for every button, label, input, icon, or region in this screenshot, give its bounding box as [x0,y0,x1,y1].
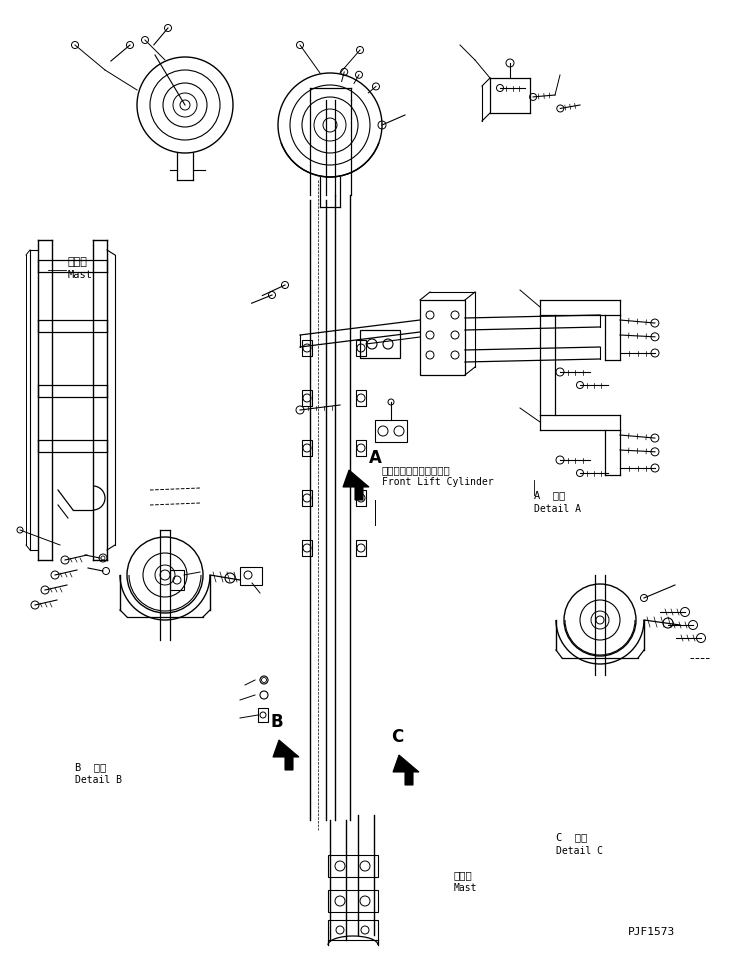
Text: Mast: Mast [68,270,93,280]
Bar [356,540,366,556]
Bar [302,490,312,506]
Bar [356,340,366,356]
Bar [328,890,378,912]
Bar [360,330,400,358]
Text: B: B [271,713,283,731]
Bar [258,708,268,722]
Text: Detail A: Detail A [534,504,581,514]
Text: Mast: Mast [454,883,477,893]
Text: Detail B: Detail B [75,775,122,785]
Polygon shape [343,470,369,500]
Text: A  詳細: A 詳細 [534,490,565,500]
Bar [170,570,184,590]
Bar [302,340,312,356]
Bar [328,855,378,877]
Bar [356,490,366,506]
Bar [375,420,407,442]
Bar [302,390,312,406]
Bar [420,300,465,375]
Text: PJF1573: PJF1573 [628,927,675,937]
Text: マスト: マスト [68,257,88,267]
Bar [356,390,366,406]
Bar [356,440,366,456]
Bar [240,567,262,585]
Circle shape [101,556,105,560]
Bar [302,540,312,556]
Text: A: A [369,449,382,467]
Bar [302,440,312,456]
Text: B  詳細: B 詳細 [75,762,106,772]
Text: C  詳細: C 詳細 [556,832,587,842]
Bar [328,920,378,940]
Polygon shape [273,740,299,770]
Text: C: C [391,728,403,746]
Text: Detail C: Detail C [556,846,603,856]
Text: フロントリフトシリンダ: フロントリフトシリンダ [382,465,451,475]
Text: マスト: マスト [454,870,473,880]
Text: Front Lift Cylinder: Front Lift Cylinder [382,477,493,487]
Polygon shape [393,755,419,785]
